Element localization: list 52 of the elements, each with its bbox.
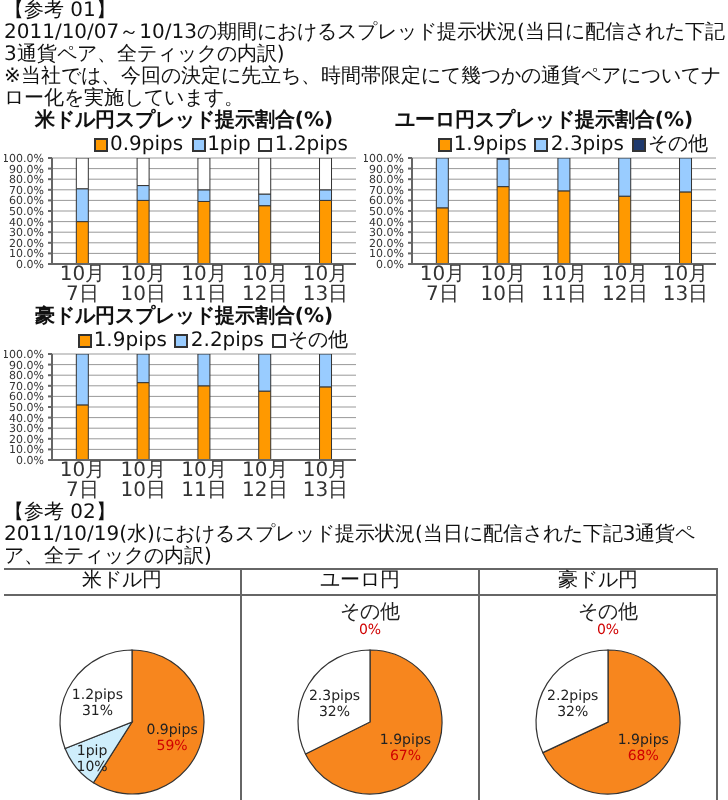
text: 0% (596, 622, 620, 638)
data-label: 59% (156, 737, 189, 754)
x-tick-label: 10月12日 (242, 460, 288, 502)
text: 2011/10/07～10/13の期間におけるスプレッド提示状況(当日に配信された下記3通貨ペア、全ティックの内訳) (2, 22, 727, 66)
x-tick-label: 10月7日 (59, 460, 106, 502)
category-label: その他 (340, 602, 400, 624)
data-label: 67% (389, 748, 422, 765)
x-tick-label: 10月13日 (302, 460, 349, 502)
text: 0% (358, 622, 382, 638)
chart-title: 米ドル円スプレッド提示割合(%) (32, 110, 336, 132)
text: 【参考 02】 (2, 502, 118, 524)
x-tick-label: 10月10日 (120, 264, 166, 306)
legend-label: 1pip (207, 134, 251, 156)
legend-label: その他 (648, 134, 708, 156)
text: 2011/10/19(水)におけるスプレッド提示状況(当日に配信された下記3通貨ペア、全ティックの内訳) (2, 524, 698, 568)
chart-title: ユーロ円 (242, 570, 478, 596)
x-tick-label: 10月12日 (602, 264, 648, 306)
legend-label: 2.2pips (190, 330, 264, 352)
x-tick-label: 10月13日 (302, 264, 349, 306)
legend-label: 1.2pips (274, 134, 348, 156)
x-tick-label: 10月10日 (120, 460, 166, 502)
x-tick-label: 10月7日 (59, 264, 106, 306)
legend-label: 1.9pips (453, 134, 527, 156)
x-tick-label: 10月10日 (480, 264, 526, 306)
slice-label: 0.9pips (146, 721, 199, 738)
data-label: 32% (557, 703, 589, 720)
data-label: 32% (318, 703, 351, 720)
slice-label: 1.9pips (379, 732, 432, 749)
slice-label: 1pip (76, 743, 109, 760)
chart-title: ユーロ円スプレッド提示割合(%) (392, 110, 696, 132)
x-tick-label: 10月11日 (181, 460, 227, 502)
legend-label: 2.3pips (550, 134, 624, 156)
x-tick-label: 10月13日 (662, 264, 709, 306)
data-label: 31% (81, 702, 114, 719)
category-label: その他 (578, 602, 638, 624)
legend-label: 0.9pips (109, 134, 184, 156)
chart-title: 豪ドル円 (480, 570, 716, 596)
x-tick-label: 10月12日 (242, 264, 288, 306)
chart-title: 米ドル円 (4, 570, 240, 596)
slice-label: 1.2pips (71, 686, 124, 703)
text: 【参考 01】 (2, 0, 118, 22)
x-tick-label: 10月11日 (541, 264, 587, 306)
legend-label: 1.9pips (93, 330, 167, 352)
legend-label: その他 (288, 330, 348, 352)
chart-title: 豪ドル円スプレッド提示割合(%) (32, 306, 336, 328)
slice-label: 1.9pips (617, 732, 670, 749)
text: ※当社では、今回の決定に先立ち、時間帯限定にて幾つかの通貨ペアについてナロー化を実施しています。 (2, 66, 723, 110)
slice-label: 2.3pips (308, 687, 361, 704)
slice-label: 2.2pips (547, 687, 600, 704)
x-tick-label: 10月11日 (181, 264, 227, 306)
x-tick-label: 10月7日 (419, 264, 466, 306)
data-label: 68% (627, 748, 660, 765)
